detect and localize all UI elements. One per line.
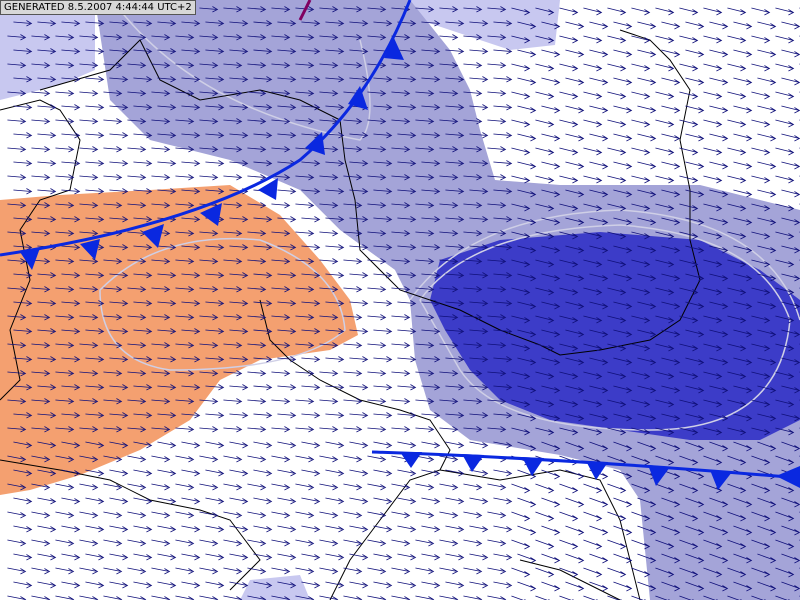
front-triangle [20, 248, 40, 270]
front-triangle [462, 454, 484, 472]
front-triangle [400, 452, 422, 468]
warm-area [0, 185, 358, 495]
light-precip-area [0, 0, 95, 100]
isoline [409, 209, 800, 321]
cold-front [0, 0, 412, 257]
isoline [99, 237, 346, 371]
border [39, 29, 701, 356]
heavy-precip-area [430, 232, 800, 440]
front-triangle [776, 466, 800, 488]
occluded-front [298, 0, 312, 21]
front-triangle [384, 38, 404, 60]
light-precip-area [240, 575, 310, 600]
front-symbols [400, 452, 800, 490]
front-triangle [200, 203, 222, 226]
front-triangle [586, 461, 608, 480]
front-triangle [710, 470, 732, 490]
isoline [119, 9, 371, 141]
generated-stamp: GENERATED 8.5.2007 4:44:44 UTC+2 [0, 0, 196, 15]
border [519, 559, 621, 600]
front-triangle [80, 239, 100, 260]
front-triangle [142, 224, 164, 248]
front-triangle [348, 86, 368, 110]
border [259, 299, 451, 600]
front-triangle [648, 465, 670, 486]
front-symbols [20, 38, 404, 270]
front-triangle [305, 132, 325, 155]
cold-front [371, 450, 800, 480]
front-triangle [258, 178, 278, 200]
front-triangle [522, 457, 544, 476]
